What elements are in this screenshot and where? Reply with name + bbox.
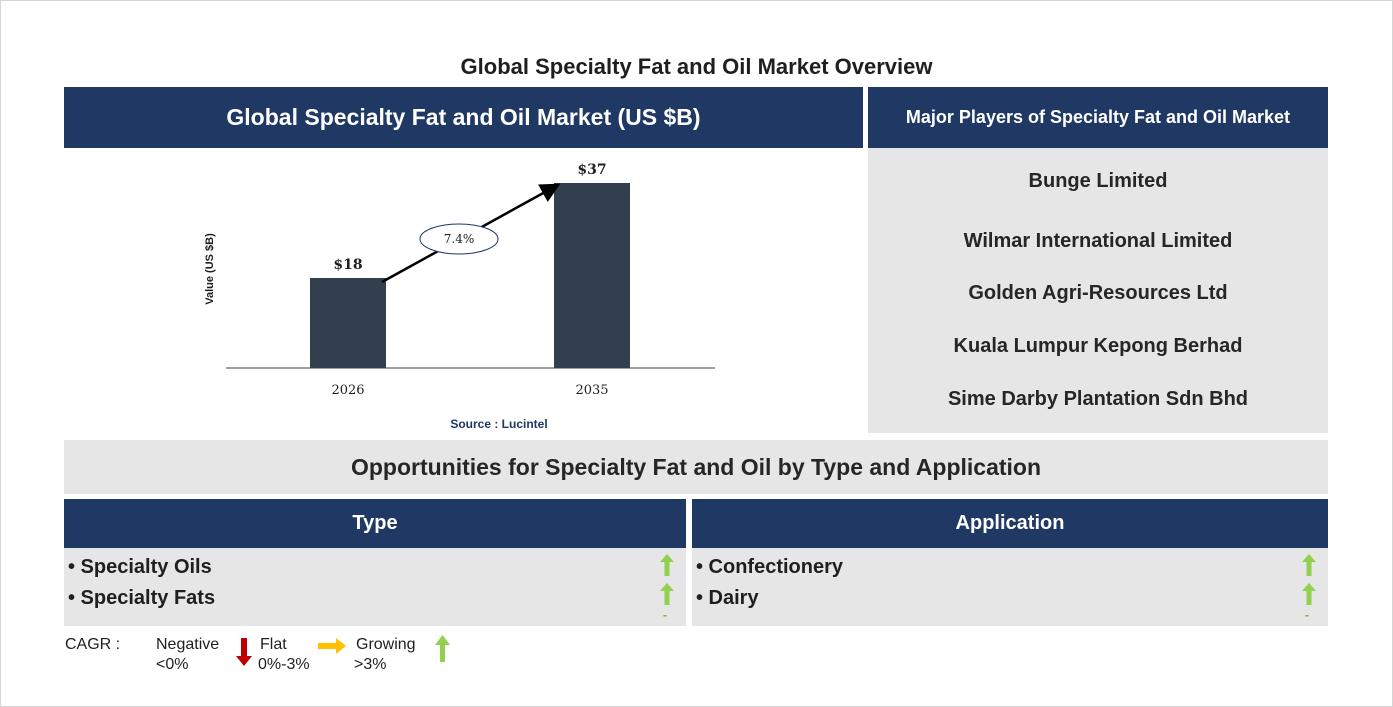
application-item: • Dairy: [696, 587, 759, 609]
up-arrow-icon: [1302, 583, 1316, 605]
up-arrow-icon: [435, 635, 450, 662]
down-arrow-icon: [236, 638, 252, 666]
legend-negative-range: <0%: [156, 656, 189, 673]
legend-negative-name: Negative: [156, 636, 220, 653]
legend-label: CAGR :: [65, 636, 121, 653]
player-item: Golden Agri-Resources Ltd: [968, 282, 1228, 304]
type-list: • Specialty Oils • Specialty Fats -: [64, 548, 686, 626]
players-panel-header: Major Players of Specialty Fat and Oil M…: [868, 87, 1328, 148]
player-item: Wilmar International Limited: [963, 230, 1233, 252]
up-arrow-icon: [660, 583, 674, 605]
data-label: $37: [577, 162, 606, 178]
chart-panel-header: Global Specialty Fat and Oil Market (US …: [64, 87, 863, 148]
application-header: Application: [692, 499, 1328, 548]
up-arrow-icon: [660, 554, 674, 576]
market-bar-chart: Value (US $B) $18 2026 $37 2035 7.4%: [204, 162, 715, 398]
cagr-bubble: [419, 223, 499, 255]
cagr-label: 7.4%: [444, 232, 475, 246]
bar-2026: [310, 278, 386, 368]
x-tick-label: 2035: [575, 383, 608, 398]
trailing-mark: -: [663, 608, 667, 622]
application-item: • Confectionery: [696, 556, 844, 578]
players-list: Bunge Limited Wilmar International Limit…: [868, 148, 1328, 433]
trailing-mark: -: [1305, 608, 1309, 622]
page-title: Global Specialty Fat and Oil Market Over…: [460, 54, 933, 79]
player-item: Bunge Limited: [1028, 170, 1168, 192]
type-item: • Specialty Fats: [68, 587, 216, 609]
x-tick-label: 2026: [331, 383, 364, 398]
player-item: Kuala Lumpur Kepong Berhad: [953, 335, 1243, 357]
bar-2035: [554, 183, 630, 368]
application-list: • Confectionery • Dairy -: [692, 548, 1328, 626]
up-arrow-icon: [1302, 554, 1316, 576]
legend-growing-name: Growing: [356, 636, 416, 653]
y-axis-label: Value (US $B): [204, 233, 216, 305]
type-header: Type: [64, 499, 686, 548]
legend-flat-name: Flat: [260, 636, 287, 653]
legend-growing-range: >3%: [354, 656, 387, 673]
opportunities-header: Opportunities for Specialty Fat and Oil …: [64, 440, 1328, 494]
right-arrow-icon: [318, 638, 346, 654]
type-item: • Specialty Oils: [68, 556, 212, 578]
player-item: Sime Darby Plantation Sdn Bhd: [947, 388, 1249, 410]
data-label: $18: [333, 257, 362, 273]
market-chart: Value (US $B) $18 2026 $37 2035 7.4% Source :…: [64, 148, 863, 433]
chart-source: Source : Lucintel: [450, 417, 548, 431]
legend-flat-range: 0%-3%: [258, 656, 310, 673]
